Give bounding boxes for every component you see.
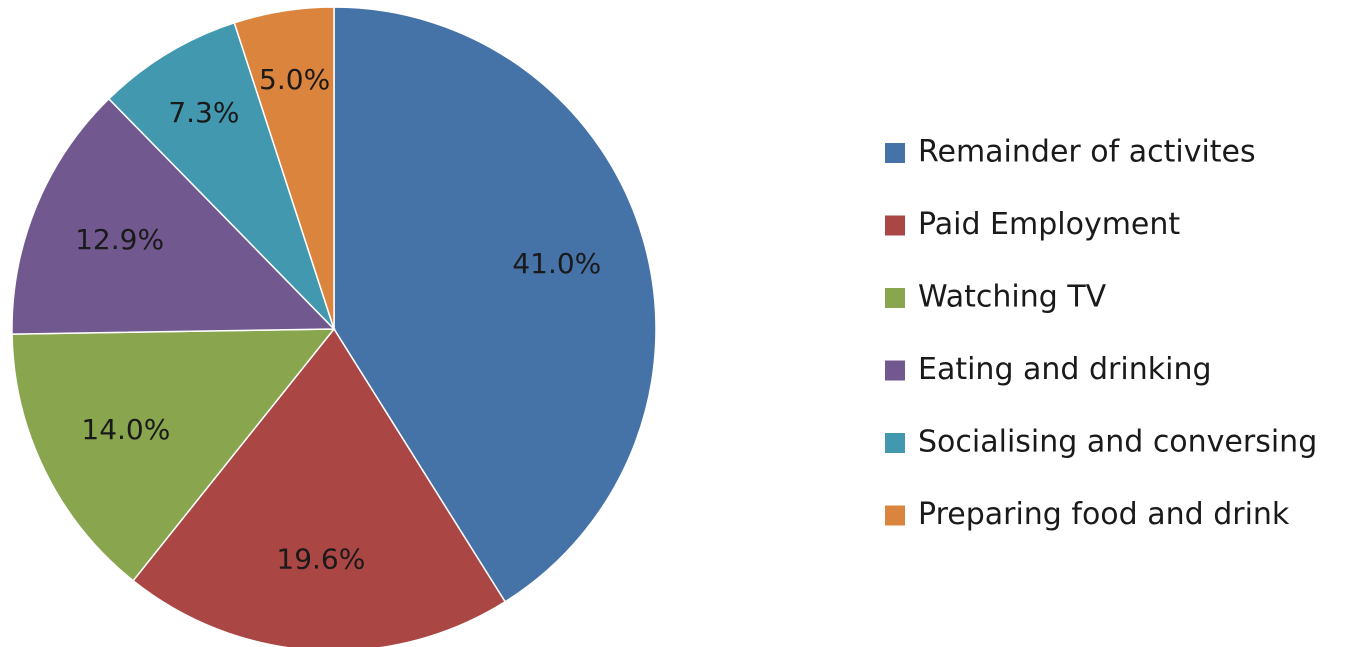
value-label: 12.9% xyxy=(75,223,164,256)
pie-slice xyxy=(132,327,507,647)
legend-swatch xyxy=(885,215,905,236)
pie-slice xyxy=(107,21,335,330)
legend-swatch xyxy=(885,505,905,526)
pie-slice xyxy=(333,6,657,603)
legend-swatch xyxy=(885,288,905,308)
value-label: 7.3% xyxy=(168,96,239,129)
value-label: 41.0% xyxy=(512,247,601,280)
legend-swatch xyxy=(885,360,905,381)
pie-slice xyxy=(11,97,336,335)
pie-slice xyxy=(11,328,336,582)
legend-label: Watching TV xyxy=(918,280,1107,315)
pie-slice xyxy=(233,6,335,330)
value-label: 19.6% xyxy=(276,542,365,575)
legend-label: Preparing food and drink xyxy=(918,497,1290,532)
legend-label: Eating and drinking xyxy=(918,352,1212,387)
legend-label: Paid Employment xyxy=(918,207,1180,242)
value-label: 14.0% xyxy=(81,413,170,446)
legend-label: Socialising and conversing xyxy=(918,425,1317,460)
value-label: 5.0% xyxy=(259,63,330,96)
legend-label: Remainder of activites xyxy=(918,135,1256,170)
legend-swatch xyxy=(885,143,905,163)
legend-swatch xyxy=(885,433,905,453)
